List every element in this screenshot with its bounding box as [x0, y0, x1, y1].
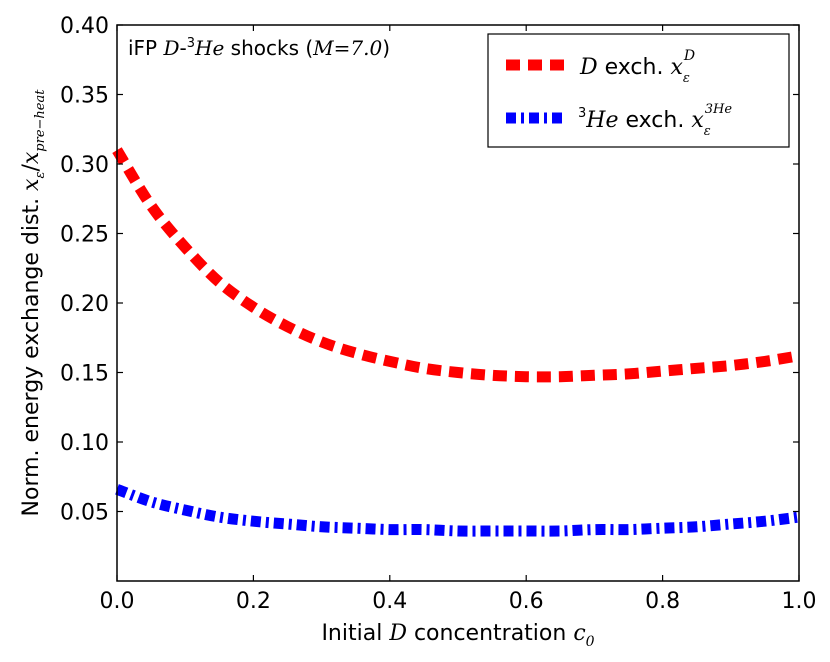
tick-layer: 0.0 0.2 0.4 0.6 0.8 1.0 0.05 0.10 0.15 0.20 0.25 0.… — [60, 14, 816, 614]
y-tick-label: 0.10 — [60, 431, 109, 456]
legend-box — [487, 33, 790, 148]
y-tick-label: 0.05 — [60, 501, 109, 526]
x-tick-label: 0.6 — [509, 589, 544, 614]
legend-label-d: D exch. xεD — [579, 48, 695, 86]
chart-annotation: iFP D-3He shocks (M=7.0) — [128, 36, 390, 60]
y-axis-title: Norm. energy exchange dist. xε/xpre−heat — [19, 89, 48, 517]
y-tick-label: 0.35 — [60, 84, 109, 109]
y-tick-label: 0.20 — [60, 292, 109, 317]
series-line-d-exch — [112, 147, 800, 383]
y-tick-label: 0.15 — [60, 362, 109, 387]
x-tick-label: 0.0 — [100, 589, 135, 614]
x-tick-label: 0.8 — [645, 589, 680, 614]
y-tick-label: 0.40 — [60, 14, 109, 39]
x-axis-title: Initial D concentration c0 — [321, 621, 594, 650]
x-tick-label: 1.0 — [782, 589, 817, 614]
legend: D exch. xεD 3He exch. xε3He — [487, 33, 790, 148]
y-tick-label: 0.30 — [60, 153, 109, 178]
x-tick-label: 0.2 — [236, 589, 271, 614]
x-tick-label: 0.4 — [372, 589, 407, 614]
series-layer — [112, 147, 800, 537]
legend-label-3he: 3He exch. xε3He — [578, 102, 732, 139]
series-line-3he-exch — [115, 484, 800, 537]
y-tick-label: 0.25 — [60, 223, 109, 248]
